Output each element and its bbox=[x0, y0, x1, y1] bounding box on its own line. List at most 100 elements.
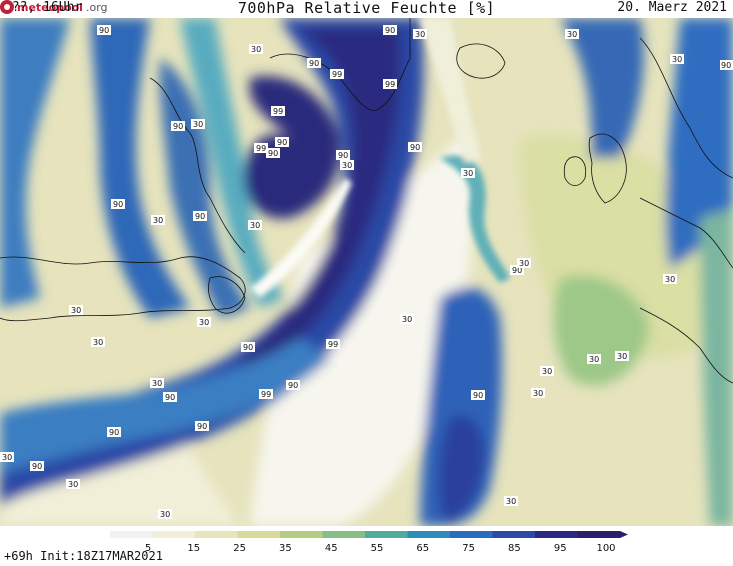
moist-swirl bbox=[244, 76, 341, 219]
contour-label-text: 30 bbox=[93, 338, 103, 347]
contour-label: 90 bbox=[163, 392, 177, 402]
contour-label: 90 bbox=[195, 421, 209, 431]
contour-label-text: 30 bbox=[665, 275, 675, 284]
chart-title: 700hPa Relative Feuchte [%] bbox=[237, 0, 496, 17]
contour-label-text: 30 bbox=[415, 30, 425, 39]
contour-label: 30 bbox=[517, 258, 531, 268]
contour-label: 90 bbox=[241, 342, 255, 352]
contour-label: 90 bbox=[286, 380, 300, 390]
contour-label-text: 30 bbox=[567, 30, 577, 39]
contour-label-text: 99 bbox=[385, 80, 395, 89]
contour-label-text: 90 bbox=[109, 428, 119, 437]
color-scale-tick-label: 95 bbox=[554, 543, 567, 554]
contour-label-text: 30 bbox=[251, 45, 261, 54]
color-scale-arrow bbox=[620, 531, 628, 538]
contour-label: 99 bbox=[383, 79, 397, 89]
contour-label: 30 bbox=[191, 119, 205, 129]
logo-text: meteopool bbox=[17, 0, 83, 14]
contour-label-text: 90 bbox=[385, 26, 395, 35]
contour-label-text: 90 bbox=[721, 61, 731, 70]
contour-label-text: 90 bbox=[243, 343, 253, 352]
contour-label-text: 30 bbox=[506, 497, 516, 506]
meteopool-logo[interactable]: meteopool .org bbox=[0, 0, 733, 14]
contour-label: 30 bbox=[565, 29, 579, 39]
contour-label: 30 bbox=[413, 29, 427, 39]
contour-label-text: 99 bbox=[261, 390, 271, 399]
contour-label-text: 90 bbox=[173, 122, 183, 131]
humidity-field bbox=[0, 18, 733, 526]
contour-label: 90 bbox=[97, 25, 111, 35]
moist-band-west-4 bbox=[180, 18, 285, 308]
contour-label: 90 bbox=[30, 461, 44, 471]
logo-icon bbox=[0, 0, 14, 14]
contour-label: 90 bbox=[471, 390, 485, 400]
contour-label: 90 bbox=[336, 150, 350, 160]
contour-label-text: 90 bbox=[512, 266, 522, 275]
contour-label-text: 30 bbox=[193, 120, 203, 129]
color-scale-swatch bbox=[322, 531, 366, 538]
coastline-europe bbox=[639, 197, 733, 269]
contour-label-text: 30 bbox=[533, 389, 543, 398]
dry-zone-center bbox=[250, 128, 474, 526]
contour-label: 30 bbox=[66, 479, 80, 489]
color-scale-bar bbox=[110, 531, 628, 538]
run-label: ???, 16Uhr bbox=[4, 0, 83, 15]
contour-label: 30 bbox=[587, 354, 601, 364]
contour-label-text: 99 bbox=[256, 144, 266, 153]
color-scale-ticks: 5 15 25 35 45 55 65 75 85 95 100 bbox=[145, 543, 616, 554]
contour-label: 30 bbox=[0, 452, 14, 462]
contour-label-text: 30 bbox=[199, 318, 209, 327]
moist-band-south bbox=[0, 338, 330, 473]
contour-label-text: 90 bbox=[268, 149, 278, 158]
coastline-labrador bbox=[149, 77, 246, 254]
color-scale-tick-label: 85 bbox=[508, 543, 521, 554]
coastline-scandinavia bbox=[639, 37, 733, 179]
humidity-map: 90 90 30 30 90 99 99 99 90 30 99 90 90 9… bbox=[0, 18, 733, 526]
contour-label: 30 bbox=[504, 496, 518, 506]
coastline-british-isles bbox=[588, 133, 627, 204]
coastline-iberia bbox=[639, 307, 733, 384]
contour-label-text: 30 bbox=[463, 169, 473, 178]
color-scale-tick-label: 65 bbox=[416, 543, 429, 554]
contour-label-text: 30 bbox=[160, 510, 170, 519]
contour-label: 30 bbox=[150, 378, 164, 388]
contour-labels: 90 90 30 30 90 99 99 99 90 30 99 90 90 9… bbox=[0, 25, 733, 519]
contour-label: 30 bbox=[91, 337, 105, 347]
contour-label: 99 bbox=[271, 106, 285, 116]
contour-label-text: 90 bbox=[113, 200, 123, 209]
contour-label-text: 30 bbox=[71, 306, 81, 315]
contour-label-text: 30 bbox=[542, 367, 552, 376]
contour-label: 30 bbox=[615, 351, 629, 361]
color-scale-tick-label: 75 bbox=[462, 543, 475, 554]
color-scale-swatch bbox=[237, 531, 281, 538]
dry-zone-south bbox=[0, 428, 240, 526]
contour-label-text: 90 bbox=[309, 59, 319, 68]
contour-label: 30 bbox=[197, 317, 211, 327]
color-scale-swatch bbox=[152, 531, 196, 538]
moist-band-west-1 bbox=[0, 18, 70, 308]
color-scale-tick-label: 25 bbox=[233, 543, 246, 554]
color-scale-swatch bbox=[577, 531, 621, 538]
color-scale-swatch bbox=[110, 531, 153, 538]
contour-label: 99 bbox=[326, 339, 340, 349]
contour-label: 30 bbox=[663, 274, 677, 284]
contour-label-text: 90 bbox=[338, 151, 348, 160]
coastline-greenland bbox=[269, 18, 411, 111]
contour-label-text: 99 bbox=[332, 70, 342, 79]
contour-label-text: 30 bbox=[672, 55, 682, 64]
contour-label-text: 90 bbox=[32, 462, 42, 471]
color-scale-tick-label: 100 bbox=[596, 543, 615, 554]
contour-label: 90 bbox=[266, 148, 280, 158]
contour-label: 90 bbox=[275, 137, 289, 147]
contour-label-text: 90 bbox=[99, 26, 109, 35]
contour-label-text: 90 bbox=[473, 391, 483, 400]
contour-label-text: 30 bbox=[2, 453, 12, 462]
color-scale-tick-label: 45 bbox=[325, 543, 338, 554]
contour-label: 90 bbox=[111, 199, 125, 209]
contour-label-text: 90 bbox=[165, 393, 175, 402]
contour-label: 90 bbox=[107, 427, 121, 437]
moist-plume-east-core bbox=[438, 415, 485, 523]
logo-suffix: .org bbox=[85, 0, 108, 14]
color-scale-tick-label: 5 bbox=[145, 543, 151, 554]
contour-label: 90 bbox=[171, 121, 185, 131]
